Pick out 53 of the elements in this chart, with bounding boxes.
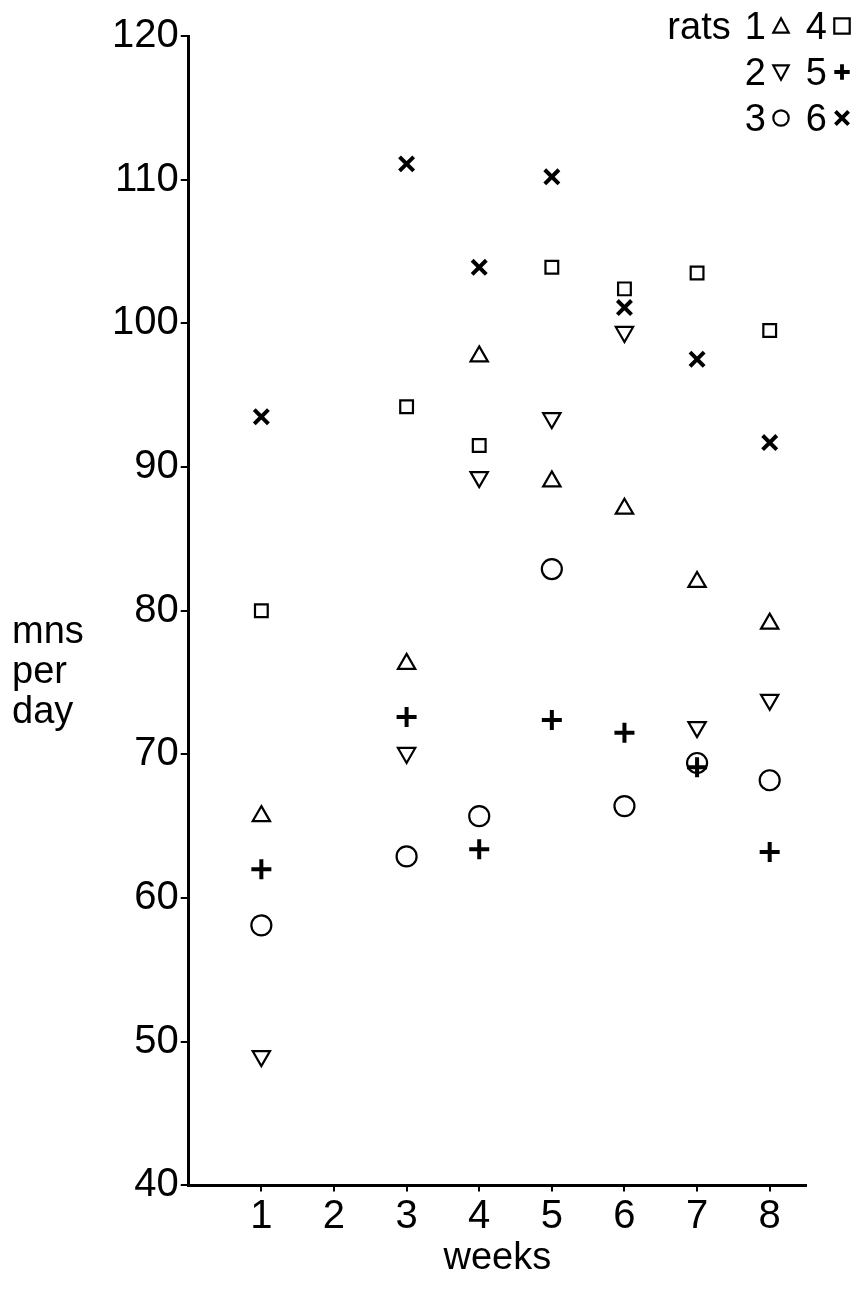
- x-tick-label: 3: [395, 1192, 418, 1237]
- point: [253, 603, 269, 619]
- point: [249, 857, 274, 882]
- x-tick-label: 8: [758, 1192, 781, 1237]
- legend-label: 3: [744, 96, 766, 140]
- y-tick-label: 50: [134, 1016, 179, 1061]
- y-tick-label: 100: [111, 298, 179, 343]
- x-tick-label: 4: [468, 1192, 491, 1237]
- point: [467, 837, 492, 862]
- point: [397, 154, 416, 173]
- point: [612, 720, 637, 745]
- point: [757, 840, 782, 865]
- point: [394, 705, 419, 730]
- y-axis-title: mns per day: [12, 609, 85, 731]
- point: [760, 433, 779, 452]
- y-tick-label: 90: [134, 442, 179, 487]
- point: [758, 769, 781, 792]
- legend-label: 2: [744, 50, 766, 94]
- point: [615, 298, 634, 317]
- y-tick-label: 80: [134, 585, 179, 630]
- point: [685, 751, 709, 775]
- y-tick-label: 70: [134, 729, 179, 774]
- point: [471, 438, 487, 453]
- point: [395, 845, 418, 868]
- x-tick-label: 6: [613, 1192, 636, 1237]
- x-tick-label: 2: [322, 1192, 346, 1237]
- point: [542, 167, 561, 186]
- point: [689, 265, 705, 281]
- x-tick-label: 5: [540, 1192, 563, 1237]
- legend-label: 4: [805, 4, 827, 48]
- legend-label: 6: [805, 96, 827, 140]
- point: [616, 281, 632, 297]
- point: [252, 407, 271, 426]
- legend-label: 1: [744, 4, 766, 48]
- y-tick-label: 110: [114, 154, 179, 199]
- point: [539, 707, 564, 732]
- x-tick-label: 1: [250, 1192, 273, 1237]
- y-tick-label: 120: [111, 11, 179, 56]
- point: [688, 350, 707, 369]
- point: [470, 258, 489, 277]
- point: [762, 323, 778, 338]
- legend-title: rats: [667, 4, 731, 48]
- point: [399, 399, 415, 415]
- point: [250, 914, 273, 937]
- y-tick-label: 60: [134, 873, 179, 918]
- point: [613, 795, 636, 818]
- x-tick-label: 7: [685, 1192, 709, 1237]
- y-tick-label: 40: [134, 1160, 179, 1205]
- point: [468, 805, 491, 828]
- point: [540, 557, 563, 581]
- x-axis-title: weeks: [442, 1234, 552, 1277]
- legend-label: 5: [805, 50, 827, 94]
- point: [544, 259, 560, 275]
